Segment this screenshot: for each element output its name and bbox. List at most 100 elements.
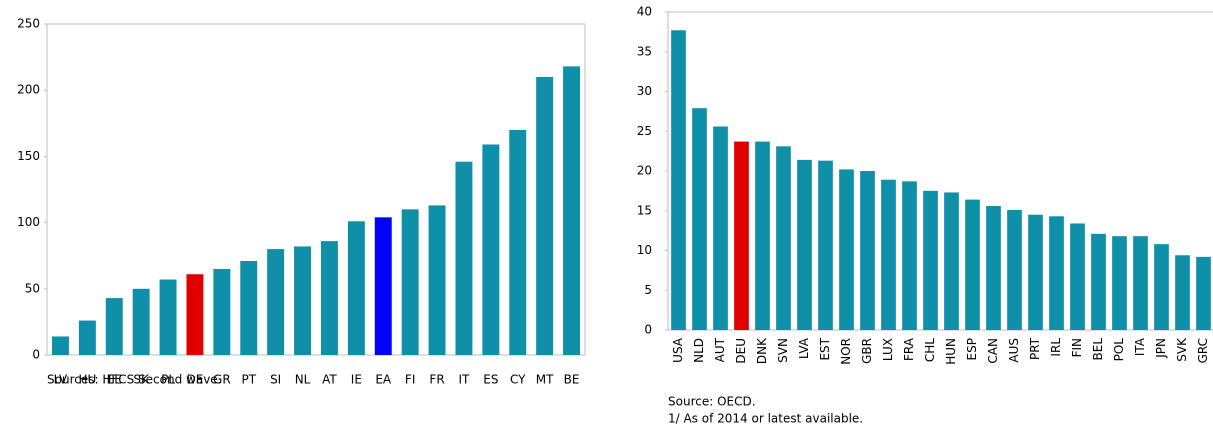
bar	[944, 192, 959, 330]
x-tick-label: USA	[671, 337, 685, 363]
x-tick-label: BEL	[1091, 338, 1105, 361]
x-tick-label: FRA	[902, 337, 916, 361]
bar	[51, 336, 69, 355]
y-tick-label: 25	[637, 124, 652, 138]
y-tick-label: 20	[637, 164, 652, 178]
bar	[1091, 233, 1106, 330]
bar	[1175, 255, 1190, 330]
x-tick-label: IRL	[1049, 338, 1063, 357]
bar	[902, 181, 917, 330]
bar	[986, 205, 1001, 330]
bar	[105, 298, 123, 355]
x-tick-label: SVN	[776, 338, 790, 363]
x-tick-label: DE	[187, 373, 204, 387]
x-tick-label: ES	[483, 373, 498, 387]
bar	[818, 160, 833, 330]
x-tick-label: JPN	[1154, 338, 1168, 359]
y-tick-label: 30	[637, 84, 652, 98]
plot-frame	[667, 11, 1213, 331]
bar	[965, 199, 980, 330]
bar	[755, 141, 770, 330]
bar	[1049, 216, 1064, 330]
x-tick-label: CY	[510, 373, 526, 387]
y-tick-label: 200	[17, 83, 40, 97]
bar	[1007, 209, 1022, 330]
y-tick-label: 250	[17, 17, 40, 31]
bar	[797, 159, 812, 330]
bar	[860, 171, 875, 330]
plot-frame	[46, 23, 586, 356]
x-tick-label: IT	[459, 373, 471, 387]
x-tick-label: LV	[54, 373, 68, 387]
y-tick-label: 5	[644, 283, 652, 297]
x-tick-label: PT	[241, 373, 256, 387]
x-tick-label: GRC	[1196, 338, 1210, 363]
x-tick-label: GR	[213, 373, 231, 387]
bar	[267, 249, 285, 355]
x-tick-label: IE	[351, 373, 362, 387]
bar	[374, 217, 392, 355]
y-tick-label: 15	[637, 203, 652, 217]
bar	[428, 205, 446, 355]
y-tick-label: 35	[637, 44, 652, 58]
bar	[1196, 256, 1211, 330]
x-tick-label: FI	[405, 373, 415, 387]
x-tick-label: SI	[270, 373, 281, 387]
x-tick-label: FIN	[1070, 338, 1084, 357]
y-tick-label: 150	[17, 149, 40, 163]
x-tick-label: AUT	[713, 337, 727, 362]
bar	[1112, 236, 1127, 330]
source-note: Source: OECD.	[668, 395, 756, 409]
bar	[213, 268, 231, 355]
source-note: Sources: HFCS Second wave.	[47, 373, 222, 387]
x-tick-label: ITA	[1133, 337, 1147, 356]
y-tick-label: 100	[17, 215, 40, 229]
x-tick-label: ESP	[965, 338, 979, 360]
bar	[240, 260, 258, 355]
x-tick-label: POL	[1112, 338, 1126, 362]
bar	[159, 279, 177, 355]
bar	[692, 108, 707, 330]
bar	[734, 141, 749, 330]
x-tick-label: EST	[818, 337, 832, 360]
bar	[294, 246, 312, 355]
y-tick-label: 0	[644, 323, 652, 337]
x-tick-label: DEU	[734, 338, 748, 364]
bar	[186, 274, 204, 355]
bar	[320, 241, 338, 355]
bar	[881, 179, 896, 330]
bar	[563, 66, 581, 356]
bar	[132, 288, 150, 355]
source-note: 1/ As of 2014 or latest available.	[668, 412, 863, 426]
y-tick-label: 10	[637, 243, 652, 257]
x-tick-label: HU	[78, 373, 96, 387]
x-tick-label: PL	[161, 373, 175, 387]
x-tick-label: EE	[107, 373, 122, 387]
x-tick-label: LUX	[881, 338, 895, 361]
x-tick-label: AUS	[1007, 338, 1021, 363]
y-tick-label: 40	[637, 5, 652, 19]
bar	[776, 146, 791, 330]
x-tick-label: MT	[536, 373, 554, 387]
x-tick-label: NLD	[692, 338, 706, 363]
x-tick-label: SVK	[1175, 337, 1189, 362]
x-tick-label: FR	[429, 373, 444, 387]
x-tick-label: GBR	[860, 338, 874, 364]
x-tick-label: HUN	[944, 338, 958, 365]
bar	[1028, 214, 1043, 330]
bar	[455, 161, 473, 355]
x-tick-label: AT	[322, 373, 337, 387]
y-tick-label: 50	[25, 281, 40, 295]
bar	[509, 129, 527, 355]
x-tick-label: NOR	[839, 338, 853, 365]
x-tick-label: NL	[295, 373, 311, 387]
x-tick-label: CHL	[923, 338, 937, 362]
bar	[713, 126, 728, 330]
bar	[482, 144, 500, 355]
bar	[1133, 236, 1148, 330]
bar	[401, 209, 419, 355]
bar	[923, 190, 938, 330]
y-tick-label: 0	[32, 348, 40, 362]
